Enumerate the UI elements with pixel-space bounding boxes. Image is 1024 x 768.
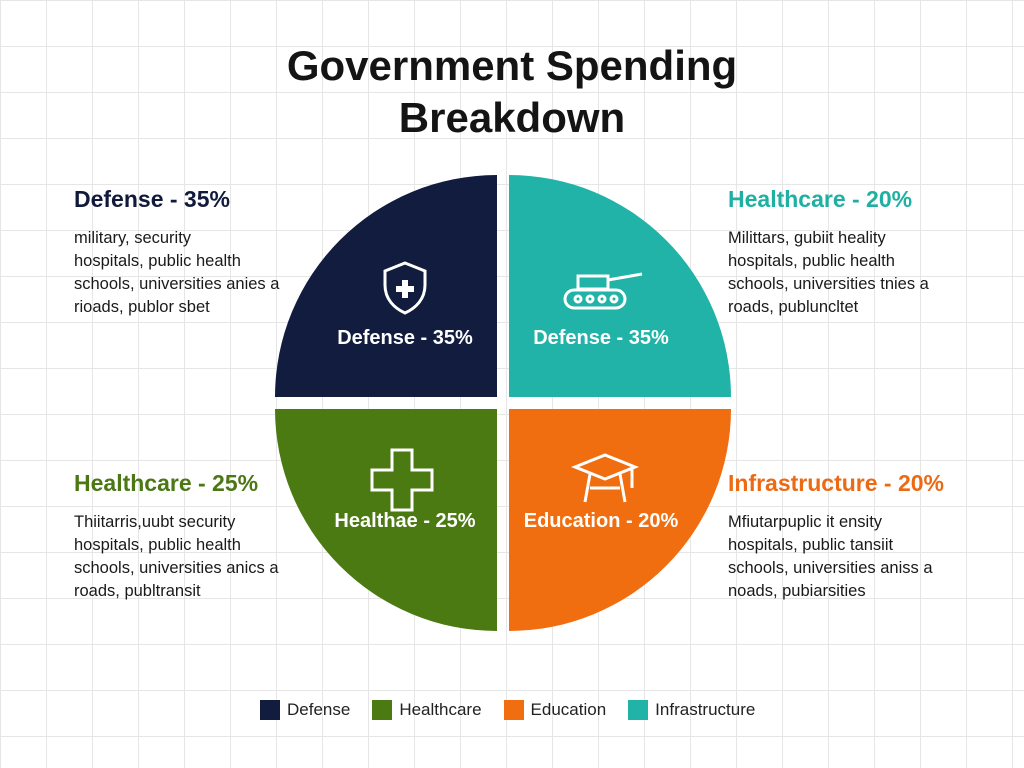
panel-line: military, security xyxy=(74,229,192,247)
legend-swatch xyxy=(372,700,393,720)
cross xyxy=(396,280,414,298)
panel-line: noads, pubiarsities xyxy=(728,582,866,600)
panel-line: hospitals, public tansiit xyxy=(728,536,894,554)
title: Government Spending Breakdown xyxy=(286,42,738,141)
pie-quadrant xyxy=(509,175,731,397)
text-panel: Defense - 35% military, security hospitals… xyxy=(74,186,334,319)
panel-line: Milittars, gubiit heality xyxy=(728,229,886,247)
legend-swatch xyxy=(503,700,524,720)
quadrant-label: Defense - 35% xyxy=(337,327,473,349)
legend-label: Defense xyxy=(287,700,351,719)
panel-line: rioads, publor sbet xyxy=(74,298,210,316)
panel-line: schools, universities anies a xyxy=(74,275,280,293)
pie-quadrant xyxy=(509,409,731,631)
panel-heading: Healthcare - 20% xyxy=(728,186,913,212)
quadrant-label: Healthae - 25% xyxy=(334,510,475,532)
icons xyxy=(370,261,643,512)
quadrant-label: Education - 20% xyxy=(524,510,679,532)
panel-line: hospitals, public health xyxy=(728,252,895,270)
panel-line: roads, publuncltet xyxy=(728,298,859,316)
legend-label: Healthcare xyxy=(399,700,482,719)
legend-item: Education xyxy=(503,700,607,720)
text-panel: Infrastructure - 20% Mfiutarpuplic it ens… xyxy=(728,470,988,603)
panel-line: hospitals, public health xyxy=(74,252,241,270)
legend-swatch xyxy=(260,700,280,720)
grad-cap-icon xyxy=(570,453,640,503)
legend-swatch xyxy=(628,700,649,720)
tank-icon xyxy=(563,272,643,310)
text-panel: Healthcare - 25% Thiitarris,uubt security… xyxy=(74,470,334,603)
panel-line: Mfiutarpuplic it ensity xyxy=(728,513,883,531)
panel-line: hospitals, public health xyxy=(74,536,241,554)
panel-heading: Healthcare - 25% xyxy=(74,470,259,496)
panel-line: Thiitarris,uubt security xyxy=(74,513,236,531)
pie-quadrant xyxy=(275,409,497,631)
health-cross-icon xyxy=(370,448,434,512)
panel-line: schools, universities aniss a xyxy=(728,559,933,577)
legend-item: Healthcare xyxy=(372,700,482,720)
panel-line: schools, universities tnies a xyxy=(728,275,929,293)
panel-line: schools, universities anics a xyxy=(74,559,279,577)
panel-line: roads, publtransit xyxy=(74,582,201,600)
quadrant-label: Defense - 35% xyxy=(533,327,669,349)
legend-label: Infrastructure xyxy=(655,700,756,719)
legend-item: Infrastructure xyxy=(628,700,755,720)
legend: Defense Healthcare Education Infrastructure xyxy=(260,700,755,720)
legend-item: Defense xyxy=(260,700,350,720)
text-panel: Healthcare - 20% Milittars, gubiit healit… xyxy=(728,186,988,319)
panel-heading: Defense - 35% xyxy=(74,186,230,212)
shield-icon xyxy=(383,261,427,315)
panel-heading: Infrastructure - 20% xyxy=(728,470,945,496)
legend-label: Education xyxy=(530,700,607,719)
